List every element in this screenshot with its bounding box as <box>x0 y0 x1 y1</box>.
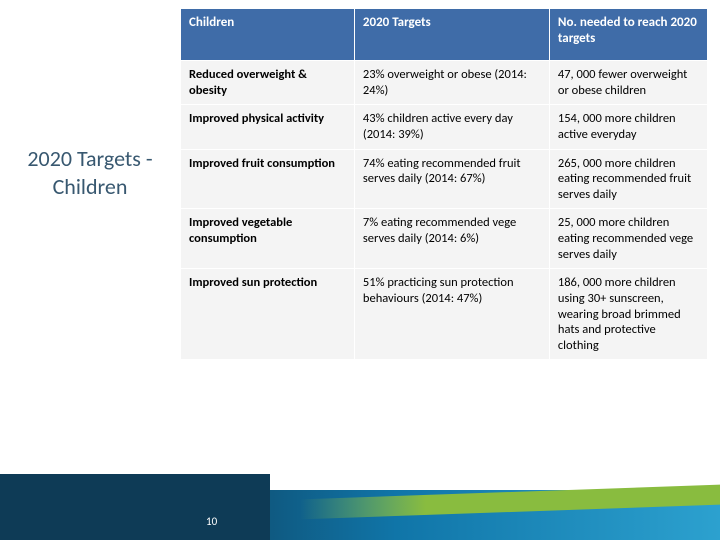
left-column: 2020 Targets - Children <box>0 0 180 540</box>
row-needed: 186, 000 more children using 30+ sunscre… <box>549 269 707 360</box>
col-header-children: Children <box>181 9 355 61</box>
row-target: 43% children active every day (2014: 39%… <box>354 105 549 149</box>
table-row: Reduced overweight & obesity 23% overwei… <box>181 61 708 105</box>
row-target: 51% practicing sun protection behaviours… <box>354 269 549 360</box>
col-header-targets: 2020 Targets <box>354 9 549 61</box>
row-label: Reduced overweight & obesity <box>181 61 355 105</box>
row-needed: 25, 000 more children eating recommended… <box>549 209 707 269</box>
targets-table-wrap: Children 2020 Targets No. needed to reac… <box>180 8 708 360</box>
footer-green-accent <box>300 485 720 520</box>
row-target: 23% overweight or obese (2014: 24%) <box>354 61 549 105</box>
row-label: Improved fruit consumption <box>181 149 355 209</box>
table-row: Improved sun protection 51% practicing s… <box>181 269 708 360</box>
row-needed: 47, 000 fewer overweight or obese childr… <box>549 61 707 105</box>
col-header-needed: No. needed to reach 2020 targets <box>549 9 707 61</box>
slide: 2020 Targets - Children Children 2020 Ta… <box>0 0 720 540</box>
row-label: Improved sun protection <box>181 269 355 360</box>
table-row: Improved vegetable consumption 7% eating… <box>181 209 708 269</box>
row-label: Improved physical activity <box>181 105 355 149</box>
table-header-row: Children 2020 Targets No. needed to reac… <box>181 9 708 61</box>
targets-table: Children 2020 Targets No. needed to reac… <box>180 8 708 360</box>
slide-title: 2020 Targets - Children <box>12 145 168 200</box>
row-label: Improved vegetable consumption <box>181 209 355 269</box>
page-number: 10 <box>206 515 217 528</box>
table-row: Improved fruit consumption 74% eating re… <box>181 149 708 209</box>
row-needed: 265, 000 more children eating recommende… <box>549 149 707 209</box>
row-target: 74% eating recommended fruit serves dail… <box>354 149 549 209</box>
row-needed: 154, 000 more children active everyday <box>549 105 707 149</box>
row-target: 7% eating recommended vege serves daily … <box>354 209 549 269</box>
table-row: Improved physical activity 43% children … <box>181 105 708 149</box>
